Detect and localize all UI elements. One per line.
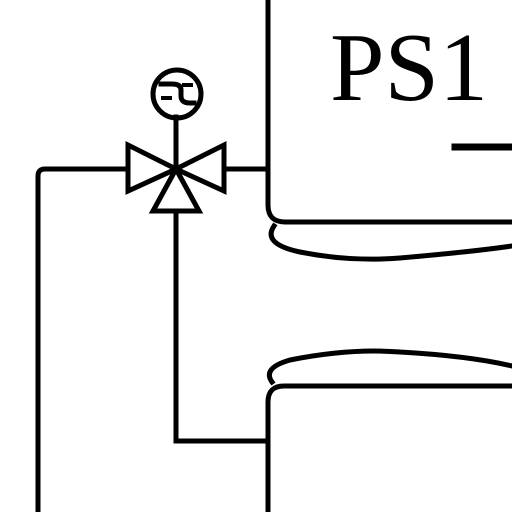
bypass-pipe <box>35 166 131 512</box>
lower-tank-feed-pipe <box>173 209 271 444</box>
valve-port-right <box>170 140 227 195</box>
motor-actuator-icon <box>150 67 204 121</box>
lower-tank: PS1 <box>265 348 512 512</box>
piping <box>35 166 271 512</box>
valve-port-left <box>125 140 182 195</box>
upper-tank: PS1 <box>265 0 512 262</box>
valve-port-bottom <box>148 163 204 214</box>
lower-tank-label: PS1 <box>330 499 488 512</box>
upper-tank-label: PS1 <box>330 14 488 122</box>
three-way-valve <box>125 67 227 214</box>
